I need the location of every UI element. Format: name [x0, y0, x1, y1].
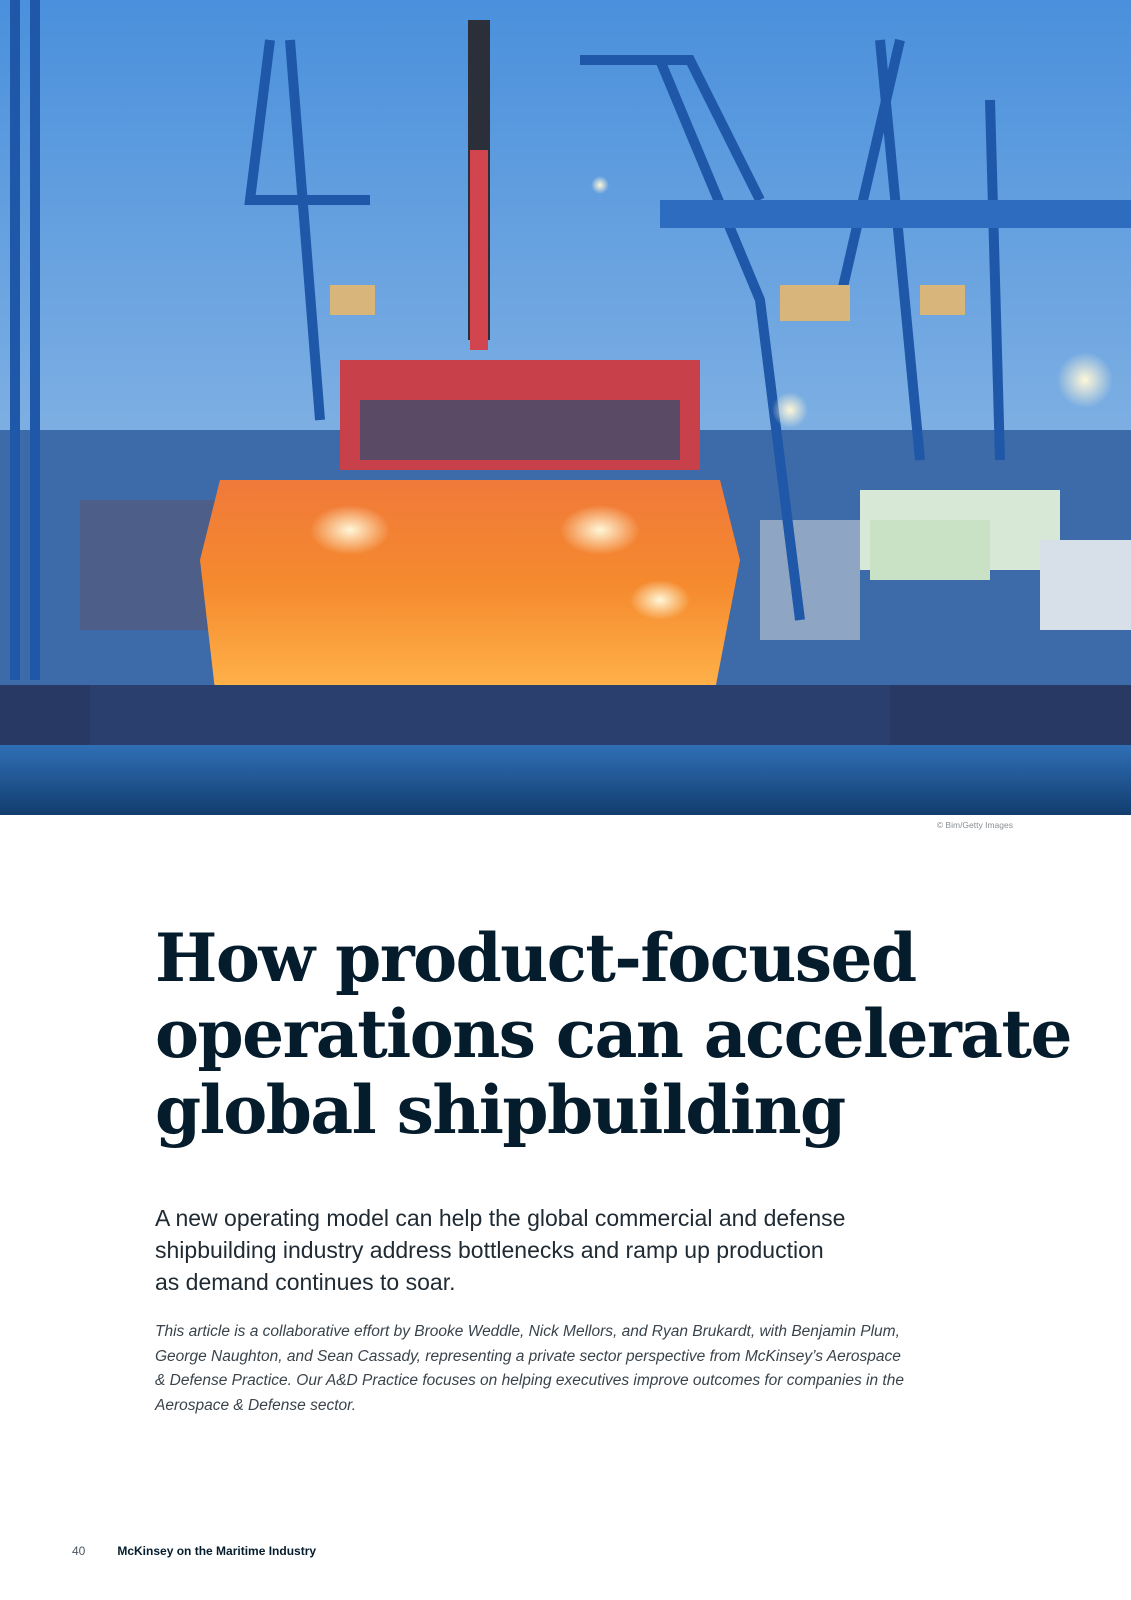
deck-line: A new operating model can help the globa… — [155, 1205, 846, 1231]
hero-photo — [0, 0, 1131, 815]
author-line: & Defense Practice. Our A&D Practice foc… — [155, 1372, 904, 1389]
author-note: This article is a collaborative effort b… — [155, 1320, 975, 1418]
deck-line: as demand continues to soar. — [155, 1269, 456, 1295]
shipyard-photo — [0, 0, 1131, 815]
title-line: operations can accelerate — [155, 995, 1073, 1073]
author-line: This article is a collaborative effort b… — [155, 1323, 900, 1340]
article-deck: A new operating model can help the globa… — [155, 1202, 915, 1298]
page-footer: 40 McKinsey on the Maritime Industry — [72, 1544, 316, 1558]
page-number: 40 — [72, 1544, 86, 1558]
author-line: Aerospace & Defense sector. — [155, 1396, 357, 1414]
publication-name: McKinsey on the Maritime Industry — [117, 1544, 317, 1558]
author-line: George Naughton, and Sean Cassady, repre… — [155, 1347, 901, 1365]
title-line: How product-focused — [155, 919, 917, 997]
deck-line: shipbuilding industry address bottleneck… — [155, 1237, 824, 1263]
title-line: global shipbuilding — [155, 1071, 846, 1149]
article-title: How product-focused operations can accel… — [155, 919, 1073, 1149]
photo-credit: © Bim/Getty Images — [936, 820, 1013, 830]
